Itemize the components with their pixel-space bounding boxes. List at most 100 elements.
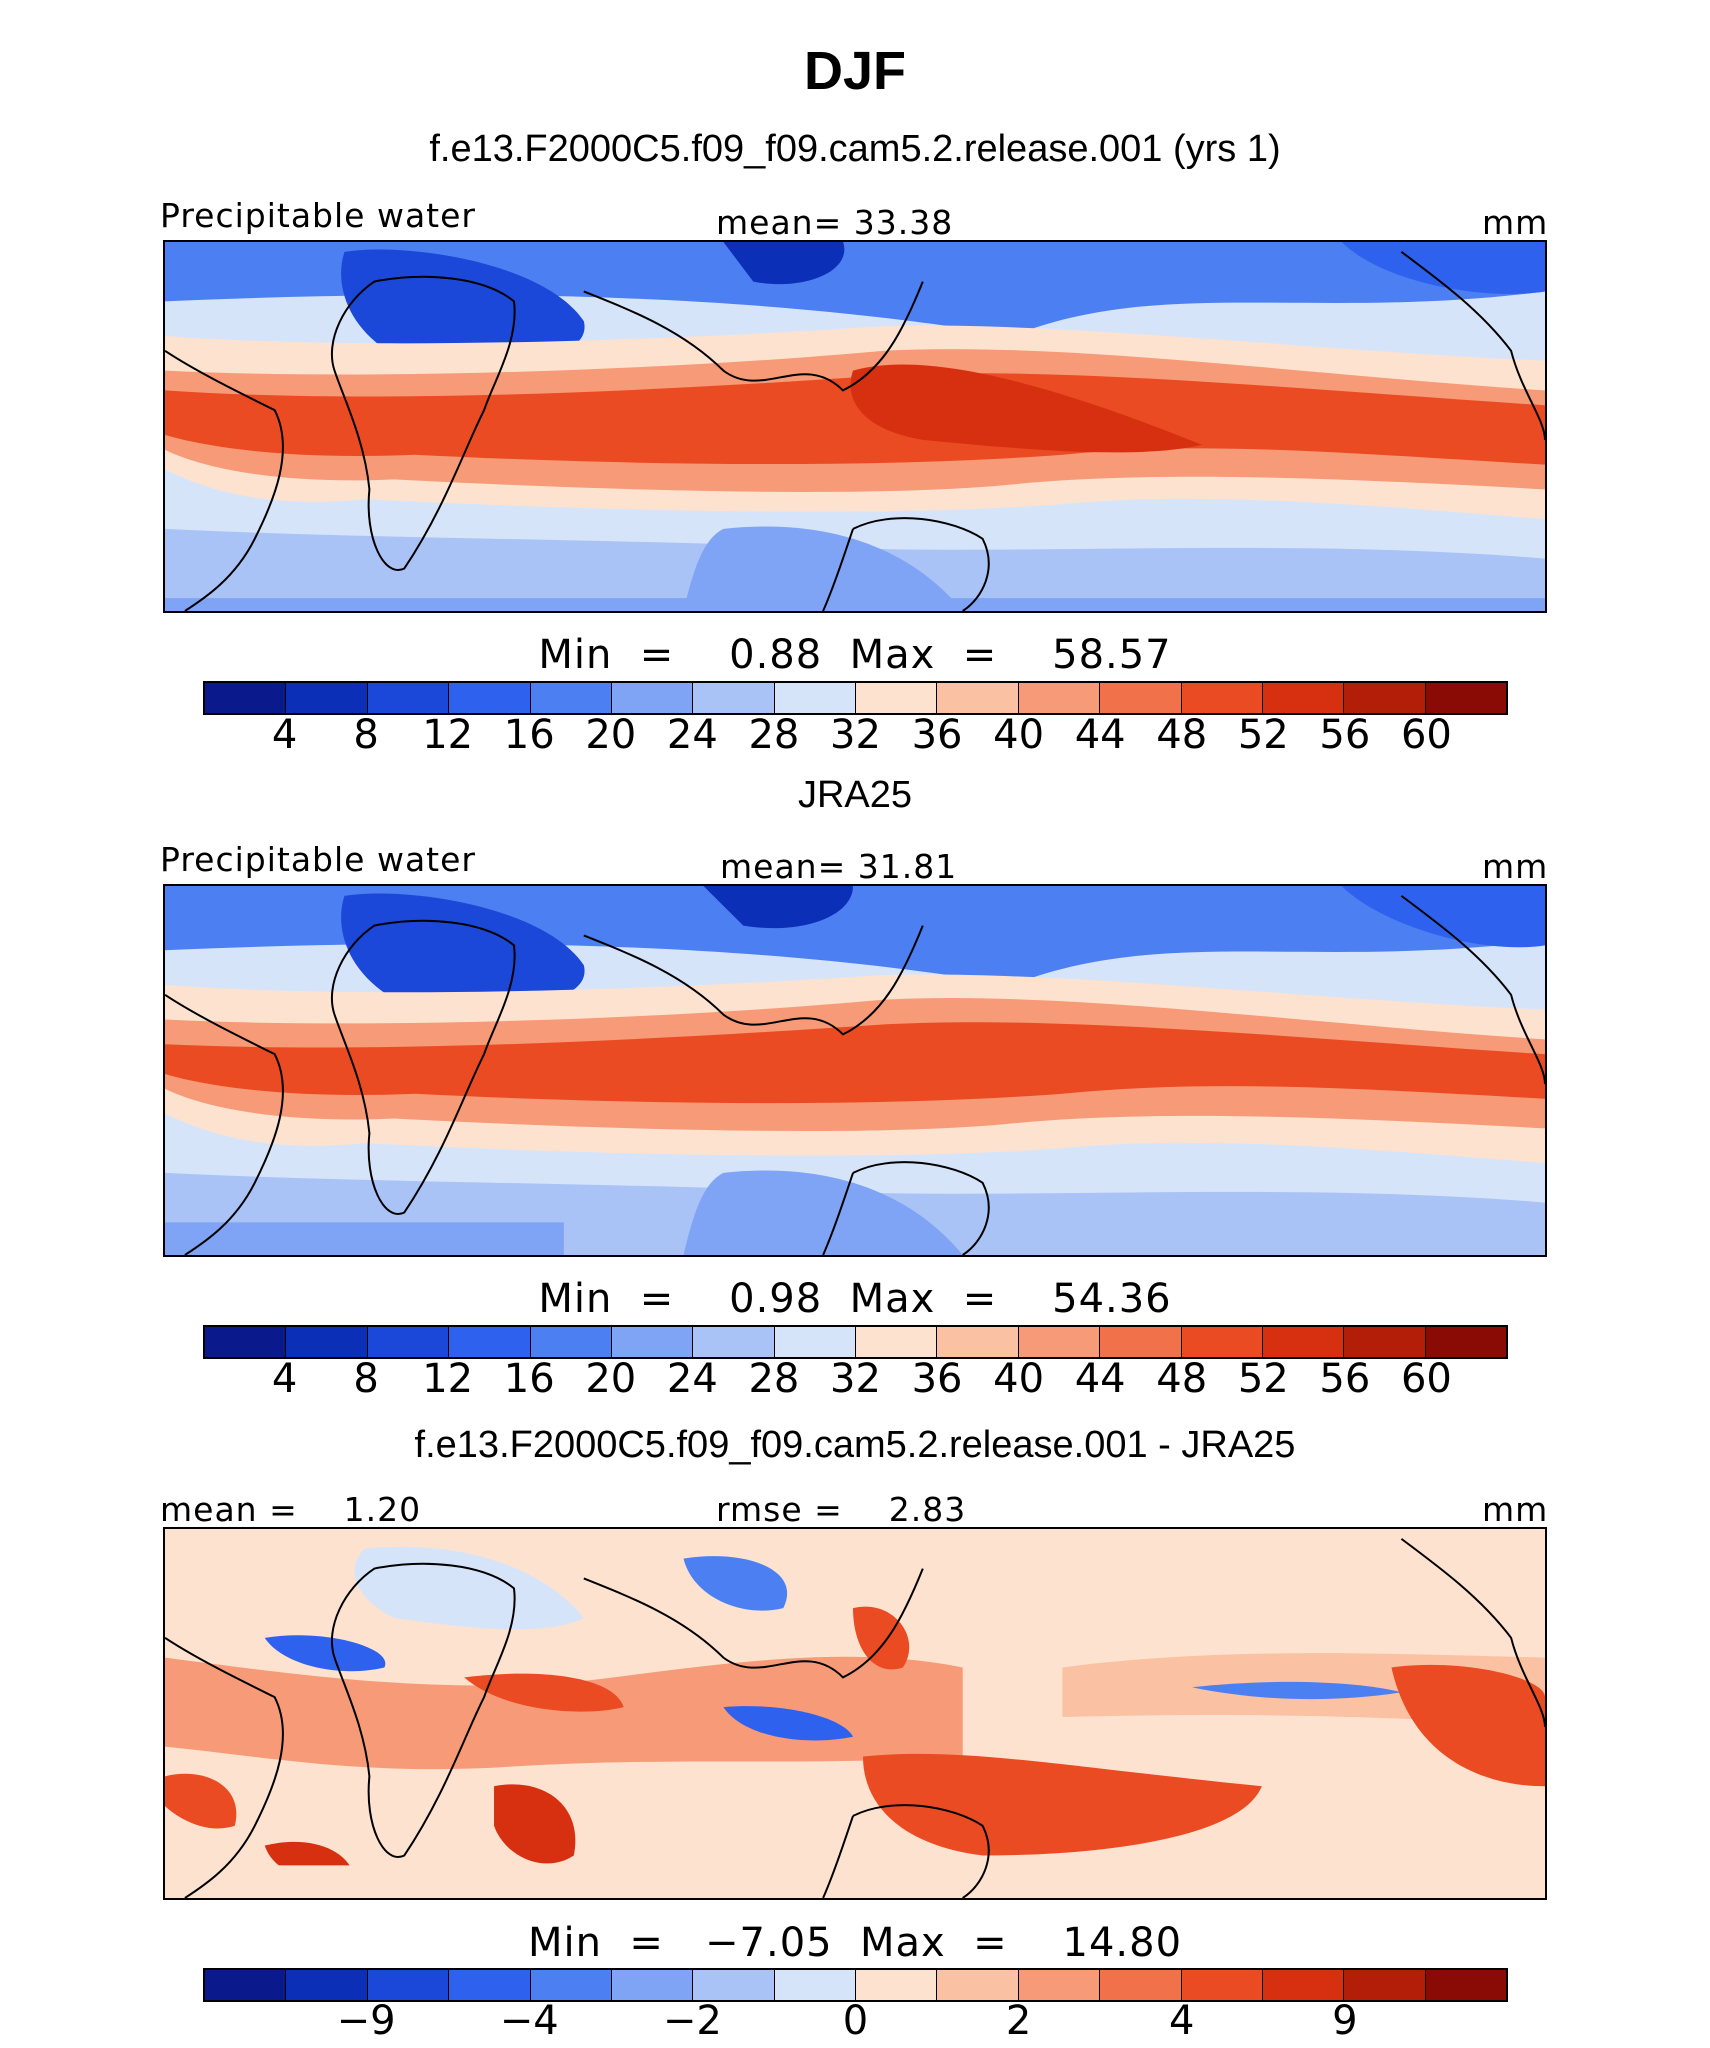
colorbar-tick-label: 56 xyxy=(1319,712,1371,758)
colorbar-swatch xyxy=(1018,1970,1101,2000)
colorbar-tick-label: 4 xyxy=(1169,1998,1195,2044)
colorbar-tick-label: 24 xyxy=(666,1356,718,1402)
colorbar-tick-label: 28 xyxy=(748,1356,800,1402)
panel-3-units-label: mm xyxy=(1482,1490,1549,1529)
colorbar-swatch xyxy=(611,1970,694,2000)
colorbar-tick-label: 32 xyxy=(830,712,881,758)
colorbar-swatch xyxy=(1100,683,1182,713)
panel-1-mean-label: mean= 33.38 xyxy=(716,203,954,242)
panel-1-units-label: mm xyxy=(1482,203,1549,242)
panel-3-map xyxy=(163,1527,1547,1900)
colorbar-swatch xyxy=(1018,683,1101,713)
colorbar-swatch xyxy=(774,1327,856,1357)
colorbar-swatch xyxy=(774,683,856,713)
colorbar-swatch xyxy=(693,683,775,713)
colorbar-tick-label: 48 xyxy=(1156,712,1208,758)
colorbar-tick-label: 20 xyxy=(585,712,637,758)
panel-3-rmse-label: rmse = 2.83 xyxy=(716,1490,967,1529)
colorbar-swatch xyxy=(856,683,938,713)
colorbar-tick-label: 24 xyxy=(666,712,718,758)
panel-1-minmax: Min = 0.88 Max = 58.57 xyxy=(538,632,1172,678)
colorbar-swatch xyxy=(1181,1327,1263,1357)
colorbar-tick-label: 8 xyxy=(353,712,379,758)
colorbar-swatch xyxy=(856,1327,938,1357)
colorbar-swatch xyxy=(856,1970,938,2000)
colorbar-tick-label: 0 xyxy=(842,1998,869,2044)
colorbar-swatch xyxy=(1100,1970,1182,2000)
colorbar-swatch xyxy=(1100,1327,1182,1357)
colorbar-swatch xyxy=(1425,683,1506,713)
colorbar-tick-label: 48 xyxy=(1156,1356,1208,1402)
colorbar-swatch xyxy=(449,683,531,713)
colorbar-swatch xyxy=(1344,1327,1426,1357)
colorbar-tick-label: 36 xyxy=(911,1356,963,1402)
colorbar-swatch xyxy=(1181,1970,1263,2000)
colorbar-swatch xyxy=(530,683,612,713)
colorbar-tick-label: 40 xyxy=(993,712,1045,758)
colorbar-tick-label: 52 xyxy=(1237,1356,1289,1402)
colorbar-swatch xyxy=(937,1970,1019,2000)
colorbar-swatch xyxy=(367,683,450,713)
colorbar-swatch xyxy=(1344,1970,1426,2000)
colorbar-swatch xyxy=(1425,1327,1506,1357)
colorbar-tick-label: −9 xyxy=(336,1998,396,2044)
colorbar-swatch xyxy=(530,1327,612,1357)
colorbar-tick-label: −2 xyxy=(662,1998,722,2044)
panel-1-colorbar-ticks: 4 8 12 16 20 24 28 32 36 40 44 48 52 56 60 xyxy=(0,712,1710,762)
colorbar-swatch xyxy=(1262,1970,1345,2000)
colorbar-swatch xyxy=(1018,1327,1101,1357)
panel-3-colorbar-ticks: −9 −4 −2 0 2 4 9 xyxy=(0,1998,1710,2048)
colorbar-swatch xyxy=(205,683,287,713)
panel-1-colorbar xyxy=(203,681,1508,715)
colorbar-tick-label: 12 xyxy=(422,712,474,758)
colorbar-tick-label: 16 xyxy=(503,712,555,758)
colorbar-swatch xyxy=(1181,683,1263,713)
panel-2-variable-label: Precipitable water xyxy=(160,840,476,879)
colorbar-swatch xyxy=(693,1970,775,2000)
panel-3-mean-label: mean = 1.20 xyxy=(160,1490,422,1529)
colorbar-tick-label: 60 xyxy=(1400,712,1452,758)
colorbar-tick-label: 60 xyxy=(1400,1356,1452,1402)
panel-1-map xyxy=(163,240,1547,613)
panel-2-mean-label: mean= 31.81 xyxy=(720,847,958,886)
colorbar-swatch xyxy=(611,1327,694,1357)
colorbar-tick-label: 40 xyxy=(993,1356,1045,1402)
colorbar-tick-label: −4 xyxy=(499,1998,559,2044)
colorbar-swatch xyxy=(1262,1327,1345,1357)
colorbar-tick-label: 16 xyxy=(503,1356,555,1402)
panel-2-title: JRA25 xyxy=(797,774,913,816)
colorbar-swatch xyxy=(1344,683,1426,713)
panel-2-map xyxy=(163,884,1547,1257)
panel-2-units-label: mm xyxy=(1482,847,1549,886)
colorbar-tick-label: 52 xyxy=(1237,712,1289,758)
colorbar-swatch xyxy=(693,1327,775,1357)
figure-title: DJF xyxy=(803,41,906,101)
colorbar-tick-label: 8 xyxy=(353,1356,379,1402)
colorbar-swatch xyxy=(205,1327,287,1357)
panel-1-variable-label: Precipitable water xyxy=(160,196,476,235)
colorbar-tick-label: 9 xyxy=(1332,1998,1358,2044)
colorbar-swatch xyxy=(1425,1970,1506,2000)
colorbar-swatch xyxy=(205,1970,287,2000)
colorbar-tick-label: 4 xyxy=(271,1356,298,1402)
panel-3-minmax: Min = −7.05 Max = 14.80 xyxy=(527,1920,1183,1966)
panel-1-title: f.e13.F2000C5.f09_f09.cam5.2.release.001… xyxy=(429,128,1281,170)
panel-2-minmax: Min = 0.98 Max = 54.36 xyxy=(538,1276,1172,1322)
panel-2-colorbar xyxy=(203,1325,1508,1359)
colorbar-tick-label: 12 xyxy=(422,1356,474,1402)
colorbar-tick-label: 4 xyxy=(271,712,298,758)
colorbar-swatch xyxy=(367,1327,450,1357)
colorbar-tick-label: 56 xyxy=(1319,1356,1371,1402)
colorbar-tick-label: 2 xyxy=(1005,1998,1032,2044)
colorbar-tick-label: 36 xyxy=(911,712,963,758)
panel-3-title: f.e13.F2000C5.f09_f09.cam5.2.release.001… xyxy=(414,1424,1296,1466)
colorbar-tick-label: 20 xyxy=(585,1356,637,1402)
colorbar-swatch xyxy=(937,1327,1019,1357)
colorbar-tick-label: 44 xyxy=(1074,1356,1126,1402)
colorbar-swatch xyxy=(286,1970,368,2000)
panel-3-colorbar xyxy=(203,1968,1508,2002)
colorbar-tick-label: 28 xyxy=(748,712,800,758)
colorbar-swatch xyxy=(449,1970,531,2000)
colorbar-swatch xyxy=(286,683,368,713)
colorbar-tick-label: 44 xyxy=(1074,712,1126,758)
